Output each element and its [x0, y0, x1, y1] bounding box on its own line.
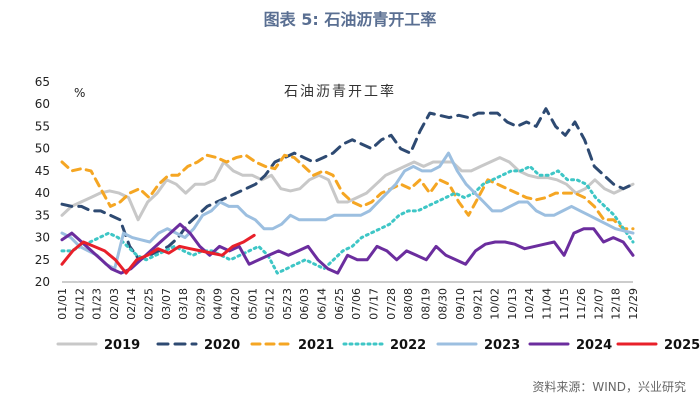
x-tick-label: 09/21: [471, 288, 484, 320]
x-tick-label: 07/28: [385, 288, 398, 320]
x-tick-label: 03/18: [177, 288, 190, 320]
series-line-2023: [60, 151, 635, 271]
y-tick-label: 45: [35, 164, 50, 178]
x-tick-label: 05/01: [246, 288, 259, 320]
legend: 2019 2020 2021 2022 2023 2024 2025: [56, 338, 700, 353]
figure-title: 图表 5: 石油沥青开工率: [263, 10, 437, 29]
x-tick-label: 03/07: [160, 288, 173, 320]
x-tick-label: 02/03: [108, 288, 121, 320]
x-tick-label: 01/01: [56, 288, 69, 320]
legend-label-2023: 2023: [484, 338, 520, 353]
x-tick-label: 09/10: [454, 288, 467, 320]
y-tick-label: 20: [35, 275, 50, 289]
x-tick-label: 08/08: [402, 288, 415, 320]
legend-label-2021: 2021: [298, 338, 334, 353]
x-tick-label: 06/03: [298, 288, 311, 320]
x-tick-label: 07/06: [350, 288, 363, 320]
series-line-2021: [60, 153, 635, 231]
x-tick-label: 11/26: [575, 288, 588, 320]
y-tick-label: 40: [35, 186, 50, 200]
x-tick-label: 03/29: [194, 288, 207, 320]
legend-label-2025: 2025: [664, 338, 700, 353]
x-tick-label: 10/02: [489, 288, 502, 320]
x-tick-label: 12/07: [592, 288, 605, 320]
x-tick-label: 04/20: [229, 288, 242, 320]
y-tick-label: 30: [35, 231, 50, 245]
x-tick-label: 04/09: [212, 288, 225, 320]
y-tick-label: 65: [35, 75, 50, 89]
series-line-2024: [60, 222, 635, 275]
x-tick-label: 08/30: [437, 288, 450, 320]
y-tick-label: 25: [35, 253, 50, 267]
series-line-2025: [60, 233, 256, 275]
x-tick-label: 06/25: [333, 288, 346, 320]
x-tick-label: 11/04: [540, 288, 553, 320]
legend-label-2020: 2020: [204, 338, 240, 353]
x-tick-label: 07/17: [367, 288, 380, 320]
x-tick-label: 11/15: [558, 288, 571, 320]
x-tick-label: 08/19: [419, 288, 432, 320]
x-axis-ticks: 01/01 01/12 01/23 02/03 02/14 02/25 03/07 03/18…: [56, 288, 640, 320]
x-tick-label: 02/14: [125, 288, 138, 320]
series-line-2019: [60, 156, 635, 222]
y-axis-ticks: 20 25 30 35 40 45 50 55 60 65: [35, 75, 50, 289]
x-tick-label: 12/18: [610, 288, 623, 320]
y-tick-label: 35: [35, 208, 50, 222]
y-tick-label: 60: [35, 97, 50, 111]
x-tick-label: 05/12: [264, 288, 277, 320]
source-note: 资料来源：WIND，兴业研究: [532, 380, 686, 394]
chart-title: 石油沥青开工率: [284, 83, 396, 100]
x-tick-label: 02/25: [143, 288, 156, 320]
x-tick-label: 10/13: [506, 288, 519, 320]
x-tick-label: 12/29: [627, 288, 640, 320]
y-tick-label: 50: [35, 142, 50, 156]
series-lines: [60, 107, 635, 275]
y-tick-label: 55: [35, 119, 50, 133]
series-line-2020: [60, 107, 635, 262]
series-line-2022: [60, 164, 635, 275]
x-tick-label: 06/14: [316, 288, 329, 320]
legend-label-2024: 2024: [576, 338, 612, 353]
x-tick-label: 10/24: [523, 288, 536, 320]
x-tick-label: 01/12: [73, 288, 86, 320]
legend-label-2019: 2019: [104, 338, 140, 353]
x-tick-label: 05/23: [281, 288, 294, 320]
legend-label-2022: 2022: [390, 338, 426, 353]
x-tick-label: 01/23: [91, 288, 104, 320]
y-axis-unit-label: %: [74, 86, 85, 100]
